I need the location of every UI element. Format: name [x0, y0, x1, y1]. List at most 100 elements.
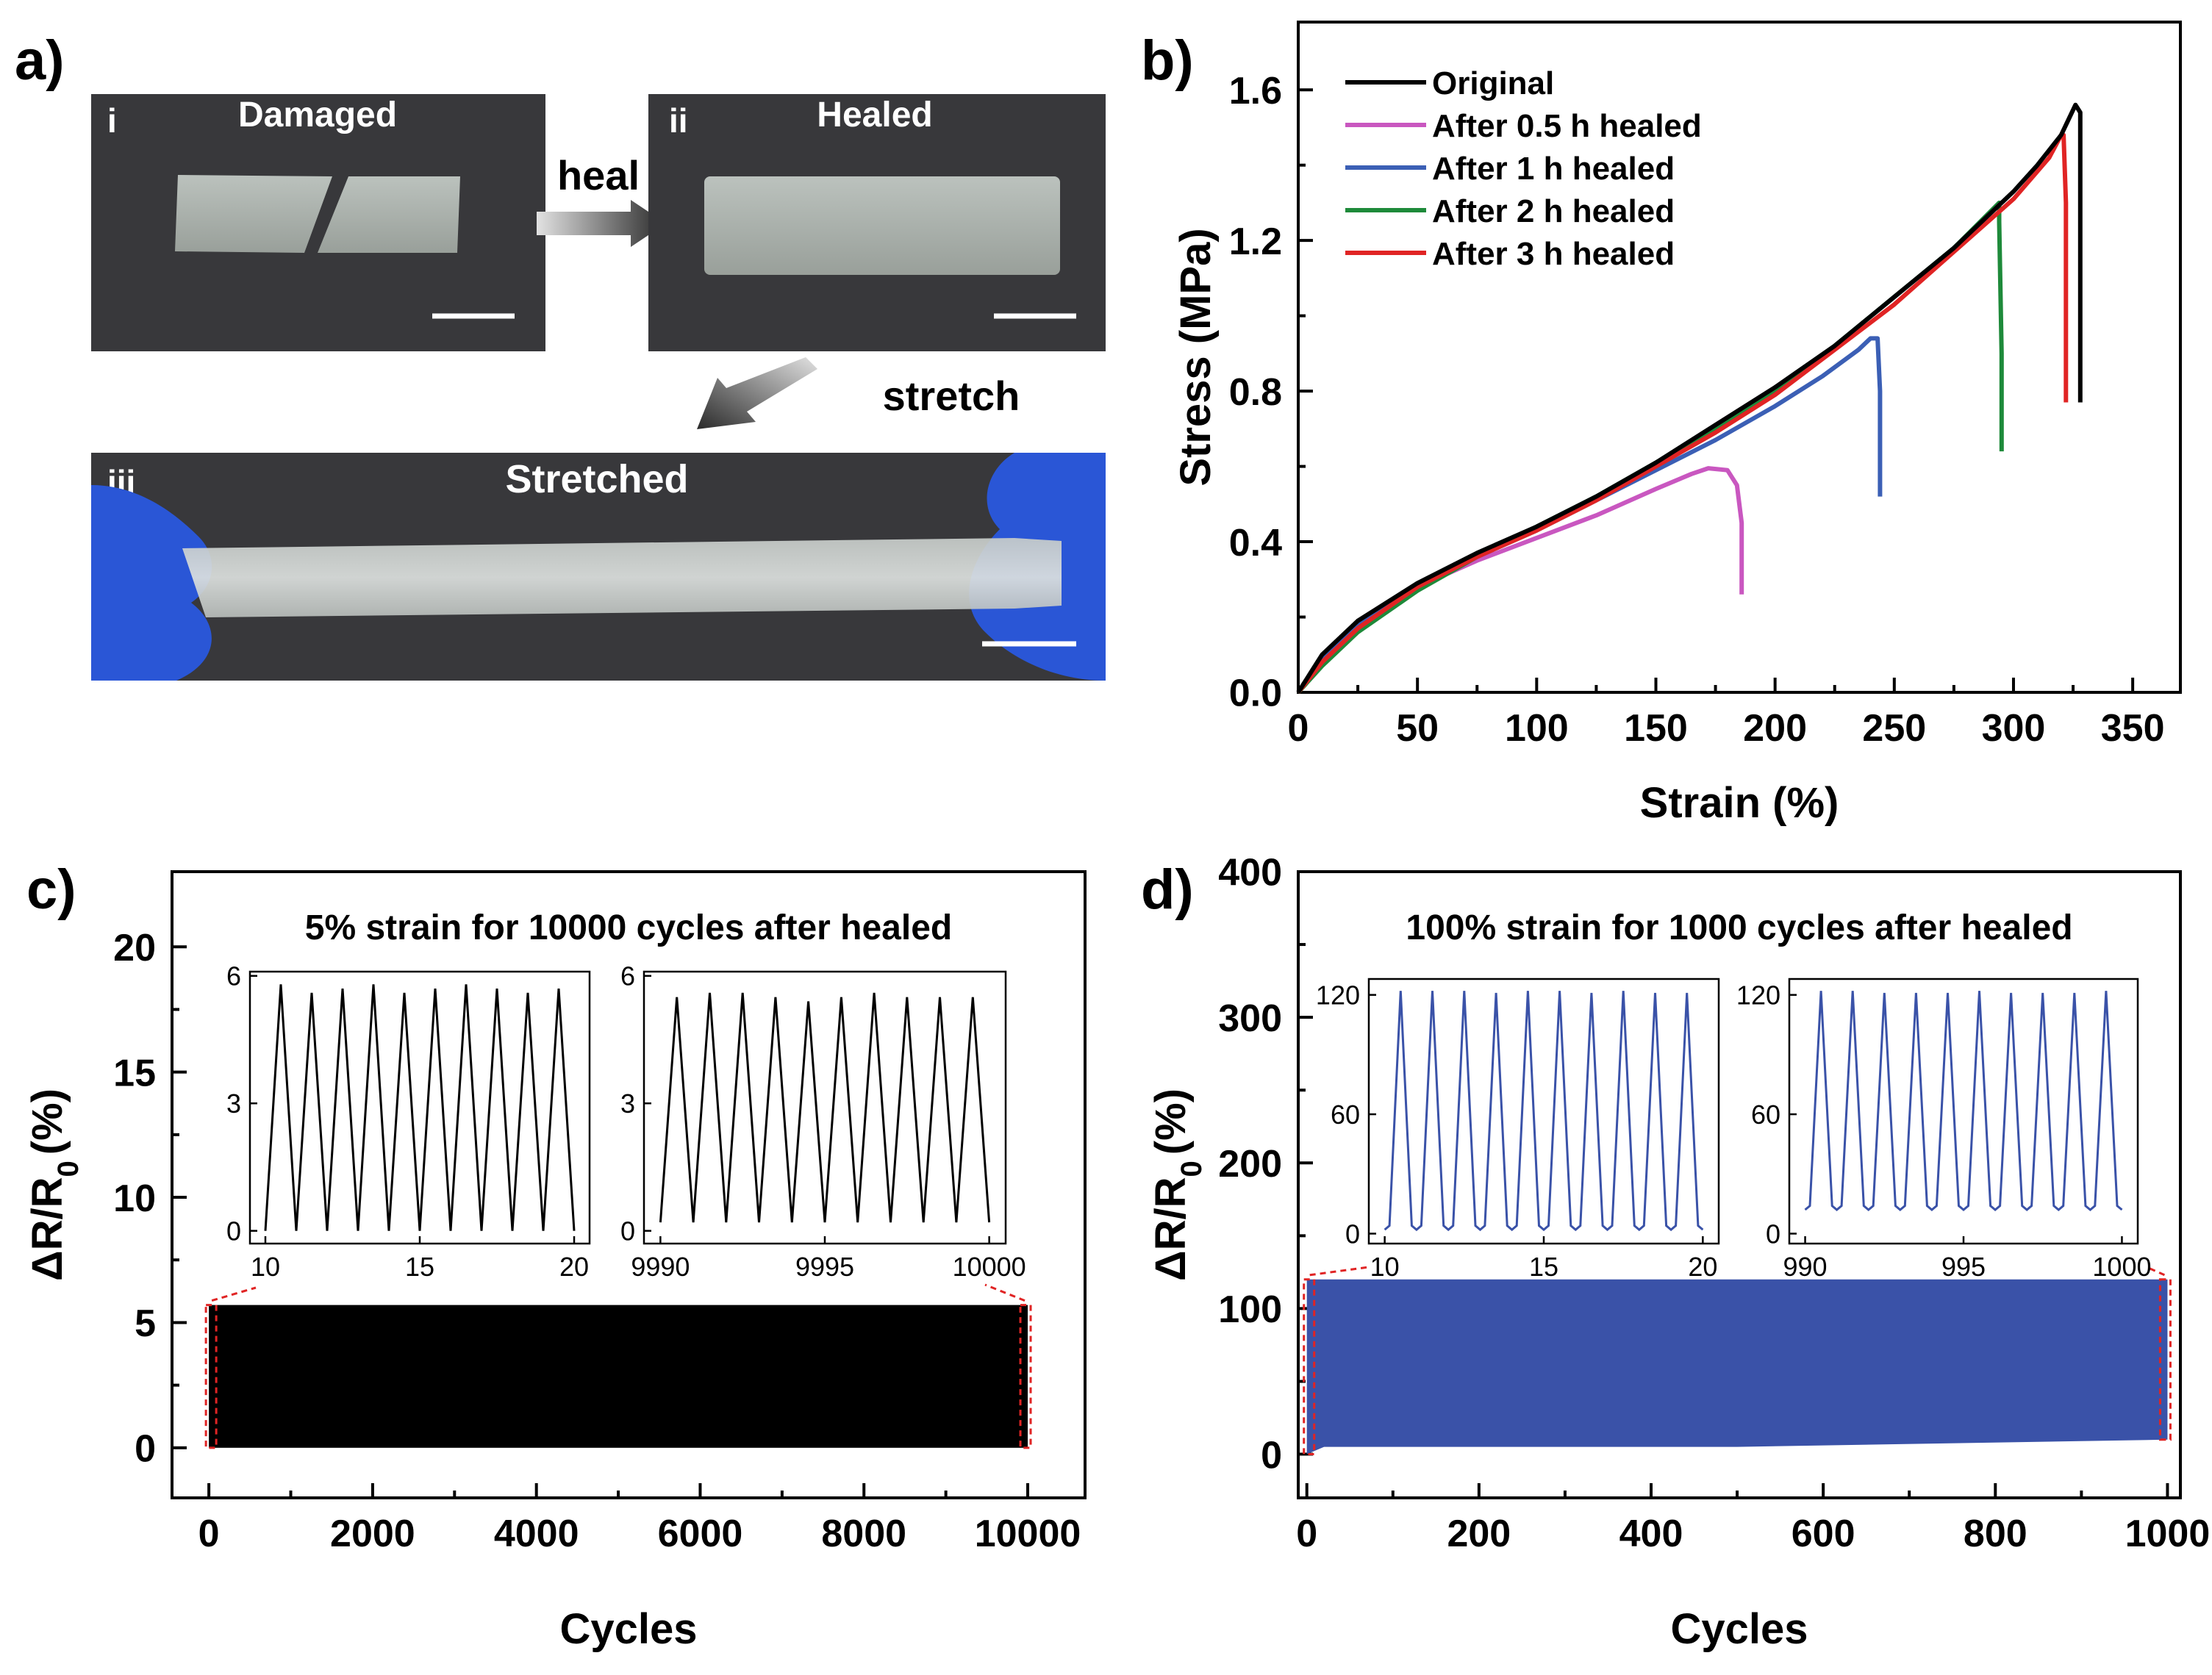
stress-strain-chart: 0 50 100 150 200 250 300 350 0.0 0.4 0.8 1.2 1.6 Stra…	[1172, 21, 2182, 827]
inset-line	[659, 992, 991, 1223]
legend-entry: After 3 h healed	[1432, 236, 1675, 272]
plot-frame	[1297, 21, 2182, 694]
photo-damaged: i Damaged	[91, 94, 545, 351]
y-tick-label: 400	[1218, 852, 1282, 894]
plot-frame	[171, 870, 1087, 1499]
healed-strip	[704, 176, 1060, 275]
x-tick-label: 15	[405, 1252, 434, 1282]
zoom-arrow-end	[2146, 1266, 2166, 1277]
series-line	[1296, 466, 1744, 694]
y-tick-label: 300	[1218, 997, 1282, 1040]
photo-roman-label: i	[107, 101, 117, 140]
x-tick-label: 1000	[2092, 1252, 2151, 1282]
zoom-arrow-end	[984, 1283, 1026, 1302]
x-tick-label: 20	[559, 1252, 589, 1282]
zoom-arrow-start	[1309, 1266, 1370, 1277]
y-tick-label: 120	[1736, 980, 1780, 1011]
y-tick-label: 0	[1261, 1434, 1282, 1477]
y-tick-label: 0.4	[1229, 522, 1282, 564]
heal-arrow: heal	[537, 152, 666, 247]
y-tick-label: 0	[1345, 1219, 1360, 1249]
photo-roman-label: ii	[669, 101, 688, 140]
y-axis-label: Stress (MPa)	[1172, 228, 1220, 486]
legend-entry: After 1 h healed	[1432, 151, 1675, 187]
damaged-piece-left	[175, 175, 332, 253]
photo-title: Damaged	[238, 96, 397, 134]
plot-frame	[248, 970, 591, 1245]
x-tick-label: 10000	[975, 1513, 1081, 1555]
y-tick-label: 60	[1751, 1100, 1780, 1130]
stretch-arrow: stretch	[697, 357, 1020, 429]
glove-left	[91, 485, 212, 681]
x-tick-label: 10	[251, 1252, 280, 1282]
zoom-marker-end	[1019, 1304, 1032, 1449]
y-tick-label: 0	[226, 1216, 241, 1247]
heal-label: heal	[557, 152, 640, 198]
panel-d: d) 0 200 400 600 800 10000100200300400CyclesΔ…	[1141, 852, 2210, 1653]
y-tick-label: 3	[620, 1088, 635, 1119]
y-tick-label: 200	[1218, 1143, 1282, 1186]
panel-b: b) 0 50 100 150 200 250 300 350 0.0 0.4 0.8 1.2 1.6 S…	[1141, 21, 2182, 827]
x-tick-label: 400	[1619, 1513, 1683, 1555]
cycle-band	[209, 1305, 1028, 1448]
y-axis-label: ΔR/R0(%)	[24, 1088, 85, 1281]
plot-frame	[643, 970, 1007, 1245]
x-tick-label: 50	[1396, 707, 1439, 750]
photo-title: Stretched	[505, 457, 688, 501]
panel-a: a) i Damaged heal ii Healed stretch	[15, 29, 1106, 681]
y-tick-label: 15	[113, 1052, 156, 1094]
x-tick-label: 990	[1783, 1252, 1828, 1282]
x-tick-label: 100	[1505, 707, 1569, 750]
x-tick-label: 0	[198, 1513, 220, 1555]
panel-label-b: b)	[1141, 29, 1194, 92]
x-tick-label: 200	[1447, 1513, 1511, 1555]
y-tick-label: 120	[1316, 980, 1360, 1011]
series-line	[1296, 102, 2083, 694]
x-tick-label: 995	[1941, 1252, 1986, 1282]
series-line	[1296, 200, 2004, 695]
panel-label-a: a)	[15, 29, 65, 92]
x-tick-label: 150	[1624, 707, 1688, 750]
legend-entry: Original	[1432, 65, 1554, 101]
x-tick-label: 200	[1743, 707, 1807, 750]
x-axis-label: Cycles	[1670, 1605, 1808, 1653]
stretch-label: stretch	[883, 373, 1020, 419]
zoom-marker-start	[204, 1304, 218, 1449]
photo-stretched: iii Stretched	[91, 453, 1106, 681]
y-tick-label: 6	[620, 961, 635, 991]
y-tick-label: 1.2	[1229, 220, 1282, 263]
x-axis-label: Cycles	[559, 1605, 697, 1653]
cycle-band	[1306, 1279, 2168, 1455]
chart-title: 100% strain for 1000 cycles after healed	[1406, 908, 2072, 947]
x-tick-label: 9990	[631, 1252, 690, 1282]
panel-label-d: d)	[1141, 858, 1194, 921]
y-tick-label: 60	[1331, 1100, 1360, 1130]
x-tick-label: 250	[1862, 707, 1926, 750]
y-tick-label: 1.6	[1229, 70, 1282, 112]
y-tick-label: 100	[1218, 1288, 1282, 1331]
x-tick-label: 800	[1964, 1513, 2027, 1555]
x-tick-label: 2000	[330, 1513, 415, 1555]
inset-line	[264, 984, 576, 1231]
legend-entry: After 2 h healed	[1432, 193, 1675, 229]
x-tick-label: 0	[1296, 1513, 1317, 1555]
cycling-chart-100pct: 0 200 400 600 800 10000100200300400CyclesΔR/R…	[1147, 852, 2210, 1653]
x-tick-label: 0	[1288, 707, 1309, 750]
stretch-arrow-shape	[697, 357, 817, 429]
x-axis-label: Strain (%)	[1640, 779, 1839, 827]
y-tick-label: 5	[135, 1302, 156, 1345]
x-tick-label: 15	[1529, 1252, 1558, 1282]
photo-title: Healed	[817, 96, 932, 134]
damaged-piece-right	[318, 176, 460, 253]
inset-line	[1384, 991, 1704, 1232]
inset-line	[1804, 991, 2123, 1211]
chart-title: 5% strain for 10000 cycles after healed	[305, 908, 952, 947]
y-axis-label: ΔR/R0(%)	[1147, 1088, 1208, 1281]
plot-frame	[1297, 870, 2182, 1499]
legend-entry: After 0.5 h healed	[1432, 108, 1702, 144]
zoom-marker-start	[1303, 1278, 1316, 1456]
x-tick-label: 10000	[953, 1252, 1026, 1282]
y-tick-label: 0.8	[1229, 371, 1282, 414]
stretched-strip	[182, 538, 1062, 617]
